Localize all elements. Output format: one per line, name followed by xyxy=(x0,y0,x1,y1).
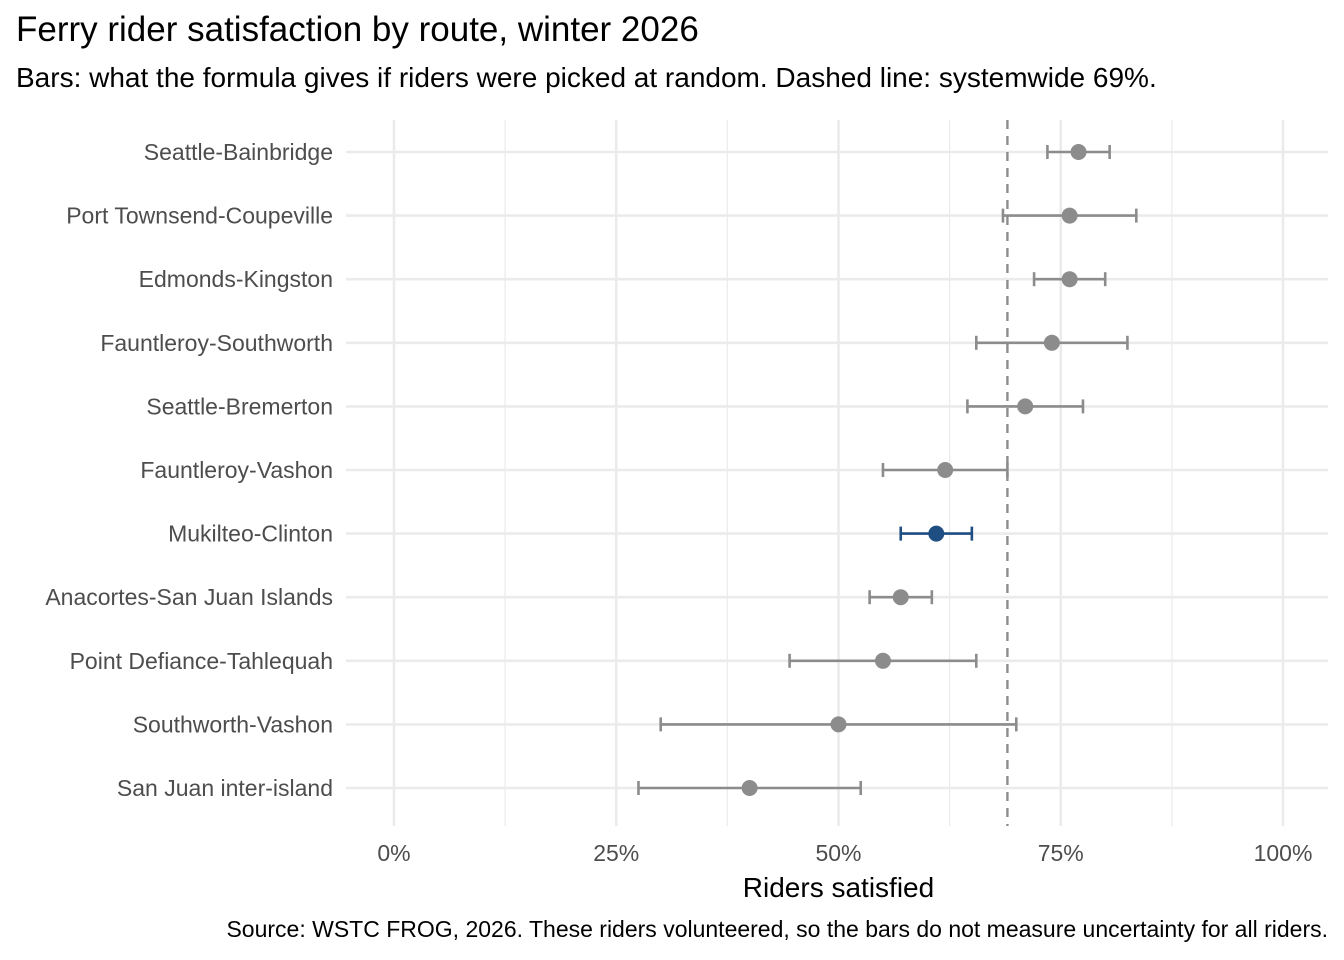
chart-subtitle: Bars: what the formula gives if riders w… xyxy=(16,62,1157,93)
chart-caption: Source: WSTC FROG, 2026. These riders vo… xyxy=(226,916,1328,942)
data-point xyxy=(830,716,847,733)
route-label: Edmonds-Kingston xyxy=(139,266,333,292)
x-tick-label: 0% xyxy=(377,840,410,866)
route-label: Point Defiance-Tahlequah xyxy=(70,648,333,674)
data-point xyxy=(892,589,909,606)
data-point xyxy=(1061,207,1078,224)
x-axis-title: Riders satisfied xyxy=(743,872,934,903)
route-label: Anacortes-San Juan Islands xyxy=(45,584,333,610)
data-point xyxy=(741,780,758,796)
route-label: San Juan inter-island xyxy=(117,775,333,801)
data-point xyxy=(1070,144,1087,160)
x-tick-label: 75% xyxy=(1038,840,1084,866)
data-point xyxy=(1017,398,1034,415)
x-tick-label: 25% xyxy=(593,840,639,866)
data-point xyxy=(937,462,954,478)
route-label: Mukilteo-Clinton xyxy=(168,521,333,547)
chart-title: Ferry rider satisfaction by route, winte… xyxy=(16,10,699,49)
route-label: Fauntleroy-Southworth xyxy=(100,330,333,356)
route-label: Fauntleroy-Vashon xyxy=(140,457,333,483)
route-label: Seattle-Bainbridge xyxy=(144,139,333,165)
x-tick-label: 50% xyxy=(815,840,861,866)
data-point xyxy=(928,525,945,542)
route-label: Southworth-Vashon xyxy=(133,711,333,737)
data-point xyxy=(1043,334,1060,351)
data-point xyxy=(1061,271,1078,288)
x-tick-label: 100% xyxy=(1254,840,1313,866)
route-label: Seattle-Bremerton xyxy=(146,393,333,419)
route-label: Port Townsend-Coupeville xyxy=(66,203,333,229)
data-point xyxy=(874,652,891,669)
